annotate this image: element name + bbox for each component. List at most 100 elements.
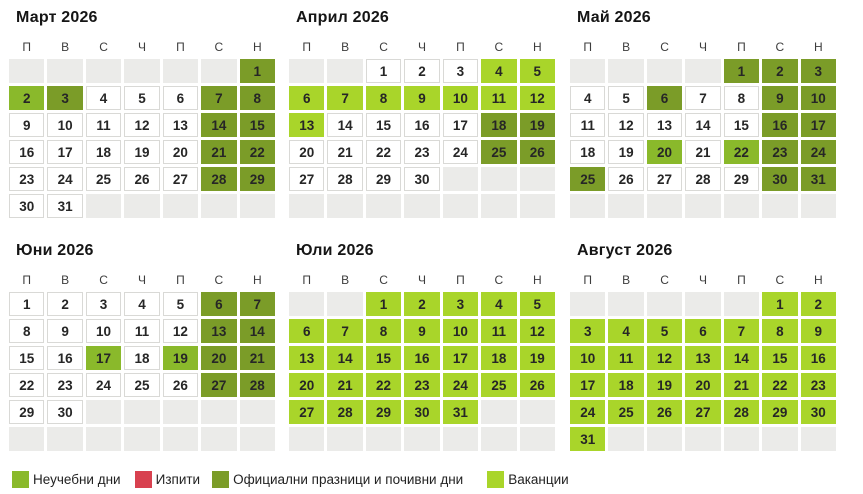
day-cell: 14	[327, 346, 363, 370]
day-cell: 6	[646, 86, 683, 110]
month-grid: 1 2 3 4 5 6 7 8 9 10 11 12 13 14 15 16 17 18 19 20 21 22 23 24 2…	[9, 292, 275, 451]
day-cell: 25	[85, 167, 122, 191]
empty-cell	[519, 167, 555, 191]
weekday-label: С	[99, 40, 108, 54]
day-cell: 16	[9, 140, 45, 164]
day-cell: 16	[404, 346, 440, 370]
empty-cell	[685, 59, 721, 83]
day-cell: 9	[47, 319, 83, 343]
legend-swatch	[487, 470, 505, 488]
weekday-label: Н	[532, 40, 542, 54]
legend-item: Неучебни дни	[12, 470, 121, 488]
weekday-label: Ч	[698, 273, 707, 287]
empty-cell	[85, 59, 122, 83]
empty-cell	[201, 194, 237, 218]
weekday-label: П	[302, 40, 312, 54]
weekday-label: С	[214, 273, 224, 287]
day-cell: 30	[9, 194, 45, 218]
empty-cell	[646, 59, 683, 83]
day-cell: 19	[608, 140, 644, 164]
day-cell: 8	[9, 319, 45, 343]
day-cell: 27	[289, 400, 325, 424]
empty-cell	[608, 59, 644, 83]
day-cell: 15	[723, 113, 760, 137]
day-cell: 9	[404, 86, 440, 110]
day-cell: 20	[162, 140, 199, 164]
day-cell: 16	[404, 113, 440, 137]
month-grid: 1 2 3 4 5 6 7 8 9 10 11 12 13 14 15 16 17 18 19 20 21 22 23 24 2…	[570, 59, 836, 218]
empty-cell	[646, 194, 683, 218]
day-cell: 31	[47, 194, 83, 218]
empty-cell	[201, 59, 237, 83]
empty-cell	[239, 400, 275, 424]
month-grid: 1 2 3 4 5 6 7 8 9 10 11 12 13 14 15 16 17 18 19 20 21 22 23 24 2…	[289, 292, 555, 451]
day-cell: 19	[519, 113, 555, 137]
legend-label: Изпити	[155, 471, 201, 487]
day-cell: 5	[608, 86, 644, 110]
day-cell: 19	[519, 346, 555, 370]
day-cell: 12	[124, 113, 160, 137]
day-cell: 8	[239, 86, 275, 110]
empty-cell	[685, 292, 721, 316]
weekday-label: С	[494, 40, 504, 54]
day-cell: 2	[9, 86, 45, 110]
empty-cell	[608, 194, 644, 218]
day-cell: 15	[762, 346, 798, 370]
weekday-label: В	[341, 40, 350, 54]
empty-cell	[646, 427, 683, 451]
day-cell: 18	[570, 140, 606, 164]
day-cell: 26	[162, 373, 199, 397]
day-cell: 9	[762, 86, 798, 110]
day-cell: 19	[646, 373, 683, 397]
legend-label: Ваканции	[508, 471, 569, 487]
month-grid: 1 2 3 4 5 6 7 8 9 10 11 12 13 14 15 16 17 18 19 20 21 22 23 24 2…	[570, 292, 836, 451]
day-cell: 28	[201, 167, 237, 191]
day-cell: 1	[762, 292, 798, 316]
day-cell: 20	[646, 140, 683, 164]
weekday-label: П	[302, 273, 312, 287]
legend-item: Официални празници и почивни дни	[212, 470, 463, 488]
day-cell: 13	[685, 346, 721, 370]
day-cell: 14	[327, 113, 363, 137]
empty-cell	[239, 427, 275, 451]
weekday-label: Ч	[698, 40, 707, 54]
day-cell: 26	[124, 167, 160, 191]
empty-cell	[289, 59, 325, 83]
day-cell: 25	[570, 167, 606, 191]
day-cell: 23	[762, 140, 798, 164]
day-cell: 26	[519, 140, 555, 164]
day-cell: 20	[201, 346, 237, 370]
weekday-label: П	[737, 40, 746, 54]
day-cell: 21	[723, 373, 760, 397]
day-cell: 4	[481, 292, 517, 316]
day-cell: 2	[762, 59, 798, 83]
weekday-label: В	[622, 40, 631, 54]
day-cell: 8	[365, 86, 402, 110]
empty-cell	[85, 427, 122, 451]
day-cell: 18	[481, 346, 517, 370]
legend-item: Ваканции	[487, 470, 569, 488]
empty-cell	[570, 59, 606, 83]
day-cell: 26	[608, 167, 644, 191]
day-cell: 30	[47, 400, 83, 424]
day-cell: 21	[327, 373, 363, 397]
empty-cell	[685, 427, 721, 451]
legend-swatch	[212, 470, 230, 488]
weekday-label: С	[494, 273, 504, 287]
weekday-label: Н	[532, 273, 542, 287]
empty-cell	[570, 194, 606, 218]
empty-cell	[327, 59, 363, 83]
day-cell: 13	[289, 113, 325, 137]
day-cell: 10	[85, 319, 122, 343]
weekday-label: С	[379, 273, 388, 287]
day-cell: 24	[442, 140, 479, 164]
empty-cell	[201, 400, 237, 424]
weekday-label: В	[61, 273, 70, 287]
day-cell: 15	[365, 346, 402, 370]
weekday-label: П	[22, 273, 32, 287]
day-cell: 17	[570, 373, 606, 397]
day-cell: 30	[762, 167, 798, 191]
